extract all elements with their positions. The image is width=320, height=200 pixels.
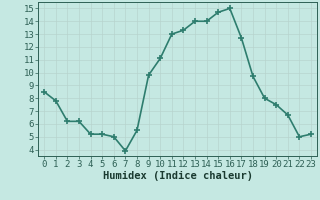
X-axis label: Humidex (Indice chaleur): Humidex (Indice chaleur) — [103, 171, 252, 181]
